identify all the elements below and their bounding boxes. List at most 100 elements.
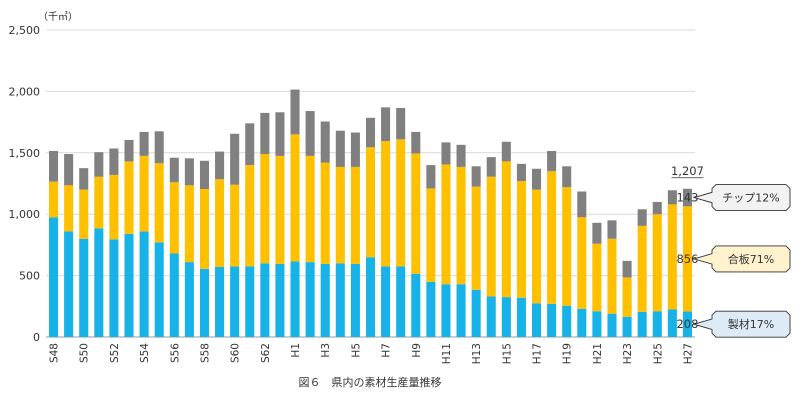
bar-c17b3e8-H17 (531, 303, 542, 337)
bar-cffc000-S62 (260, 154, 270, 264)
bar-c808080-S53 (124, 139, 134, 162)
bar-c17b3e8-S55 (154, 242, 164, 337)
bar-c17b3e8-H16 (516, 297, 526, 337)
bar-c17b3e8-H10 (426, 281, 436, 337)
bar-c17b3e8-S56 (169, 253, 179, 337)
bar-c17b3e8-S53 (124, 233, 134, 337)
bar-c808080-H24 (637, 209, 647, 226)
bar-c17b3e8-S52 (109, 239, 119, 337)
bar-cffc000-H12 (456, 166, 466, 285)
bar-c17b3e8-H22 (607, 313, 617, 337)
y-tick-label: 500 (19, 270, 40, 283)
bar-c808080-S48 (49, 150, 59, 182)
bar-cffc000-S63 (275, 155, 285, 264)
y-tick-label: 1,500 (9, 147, 41, 160)
x-tick-label: H21 (592, 343, 604, 364)
bar-c17b3e8-S57 (184, 262, 194, 337)
bar-cffc000-H24 (637, 225, 647, 312)
bar-c17b3e8-H11 (441, 284, 451, 337)
bar-c17b3e8-H12 (456, 284, 466, 337)
bar-c808080-S61 (245, 123, 255, 166)
y-tick-label: 2,500 (9, 24, 41, 37)
bar-cffc000-H7 (381, 141, 391, 267)
bar-c17b3e8-H18 (547, 303, 557, 337)
bar-c17b3e8-H25 (652, 311, 662, 337)
bar-c17b3e8-H4 (335, 263, 345, 337)
bar-c808080-S50 (79, 168, 89, 190)
bar-cffc000-H14 (486, 176, 496, 297)
bar-c17b3e8-S59 (215, 267, 225, 337)
bar-cffc000-H22 (607, 238, 617, 314)
bar-c17b3e8-S48 (49, 217, 59, 337)
bar-cffc000-H16 (516, 181, 526, 298)
data-label: 143 (676, 191, 698, 205)
bar-cffc000-H13 (471, 186, 481, 290)
bar-cffc000-S58 (199, 189, 210, 269)
bar-c17b3e8-S51 (94, 228, 104, 337)
bar-c808080-H26 (667, 190, 677, 205)
callout-label: チップ12% (722, 192, 779, 205)
bar-cffc000-H8 (396, 139, 406, 267)
callout-box (692, 184, 791, 212)
bar-cffc000-H25 (652, 214, 662, 312)
bar-cffc000-H3 (320, 162, 330, 264)
bar-cffc000-H1 (290, 134, 300, 262)
bar-c17b3e8-S58 (199, 268, 210, 337)
bar-c808080-H3 (320, 121, 330, 163)
bar-c17b3e8-H27 (682, 311, 692, 337)
bar-c17b3e8-H14 (486, 296, 496, 337)
x-tick-label: S54 (139, 343, 151, 363)
x-axis: S48 S50 S52 S54 S56 S58 S60 S62 H1 H3 H5 H7 H9 H11 H13… (49, 343, 695, 365)
bar-c808080-S62 (260, 112, 270, 155)
bar-c17b3e8-S63 (275, 263, 285, 337)
bar-c17b3e8-H24 (637, 311, 647, 337)
bar-c808080-S57 (184, 158, 194, 186)
bar-cffc000-H6 (365, 147, 376, 258)
callout-box (692, 310, 791, 338)
x-tick-label: S62 (260, 343, 272, 363)
bar-c17b3e8-H23 (622, 316, 632, 337)
x-tick-label: H5 (350, 343, 362, 358)
bar-c808080-S55 (154, 131, 164, 164)
bar-c17b3e8-S62 (260, 263, 270, 337)
bar-c17b3e8-H2 (305, 262, 315, 337)
bar-c808080-H21 (592, 222, 602, 244)
bar-c808080-H16 (516, 163, 526, 182)
bar-c17b3e8-H20 (577, 308, 587, 337)
bar-c808080-H18 (547, 150, 557, 172)
bar-c808080-H7 (381, 107, 391, 142)
bar-cffc000-S53 (124, 161, 134, 234)
y-tick-label: 2,000 (9, 85, 41, 98)
callout-box (692, 245, 791, 273)
x-tick-label: S56 (169, 343, 181, 363)
bar-cffc000-S60 (230, 184, 240, 267)
bar-c17b3e8-S54 (139, 231, 149, 337)
bar-cffc000-H15 (501, 161, 511, 298)
bar-c808080-H20 (577, 191, 587, 218)
x-tick-label: H27 (682, 343, 694, 364)
bar-cffc000-S54 (139, 155, 149, 232)
bar-c17b3e8-H3 (320, 263, 330, 337)
bar-c808080-H5 (350, 132, 360, 167)
x-tick-label: S60 (230, 343, 242, 363)
bar-c808080-H25 (652, 201, 662, 215)
chart-caption: 図６ 県内の素材生産量推移 (299, 375, 442, 389)
bar-c17b3e8-H9 (411, 273, 421, 337)
bar-c808080-H22 (607, 220, 617, 239)
bar-cffc000-S48 (49, 181, 59, 218)
bar-cffc000-S51 (94, 176, 104, 229)
bar-c808080-H2 (305, 111, 315, 156)
bar-cffc000-H20 (577, 217, 587, 309)
bar-c17b3e8-H1 (290, 261, 300, 337)
bar-c808080-H15 (501, 141, 511, 162)
bar-c808080-H11 (441, 142, 451, 165)
bar-c808080-H6 (365, 117, 376, 148)
bar-c808080-S63 (275, 112, 285, 156)
bar-c808080-S49 (64, 154, 74, 186)
bar-c17b3e8-S61 (245, 266, 255, 337)
bar-cffc000-H17 (531, 189, 542, 304)
bar-cffc000-H19 (562, 187, 572, 306)
bar-c17b3e8-H6 (365, 257, 376, 337)
bar-cffc000-H27 (682, 206, 692, 312)
